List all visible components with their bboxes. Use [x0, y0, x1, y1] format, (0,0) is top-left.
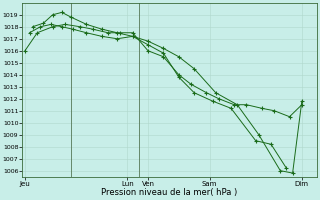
X-axis label: Pression niveau de la mer( hPa ): Pression niveau de la mer( hPa ): [101, 188, 238, 197]
